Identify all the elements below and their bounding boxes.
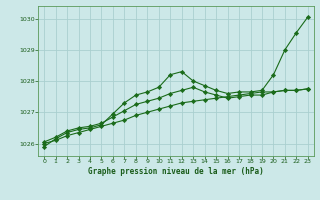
X-axis label: Graphe pression niveau de la mer (hPa): Graphe pression niveau de la mer (hPa)	[88, 167, 264, 176]
